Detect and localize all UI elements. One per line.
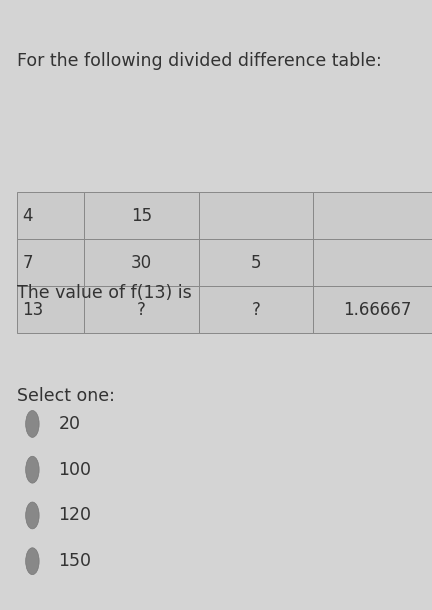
Text: For the following divided difference table:: For the following divided difference tab… [17, 52, 382, 70]
Bar [17, 192, 84, 239]
Bar [313, 239, 432, 286]
Bar [313, 286, 432, 333]
Text: ?: ? [137, 301, 146, 318]
Text: 13: 13 [22, 301, 44, 318]
Ellipse shape [25, 456, 39, 483]
Bar [84, 286, 199, 333]
Bar [199, 192, 313, 239]
Text: 4: 4 [22, 207, 33, 224]
Bar [17, 239, 84, 286]
Bar [313, 192, 432, 239]
Text: 5: 5 [251, 254, 261, 271]
Text: 7: 7 [22, 254, 33, 271]
Text: 15: 15 [131, 207, 152, 224]
Ellipse shape [25, 548, 39, 575]
Text: Select one:: Select one: [17, 387, 115, 406]
Bar [17, 286, 84, 333]
Text: 150: 150 [58, 552, 91, 570]
Text: 120: 120 [58, 506, 91, 525]
Bar [84, 239, 199, 286]
Text: ?: ? [251, 301, 260, 318]
Ellipse shape [25, 411, 39, 437]
Ellipse shape [25, 502, 39, 529]
Text: The value of f(13) is: The value of f(13) is [17, 284, 192, 302]
Text: 30: 30 [131, 254, 152, 271]
Bar [199, 286, 313, 333]
Text: 100: 100 [58, 461, 91, 479]
Text: 1.66667: 1.66667 [343, 301, 411, 318]
Bar [84, 192, 199, 239]
Bar [199, 239, 313, 286]
Text: 20: 20 [58, 415, 80, 433]
